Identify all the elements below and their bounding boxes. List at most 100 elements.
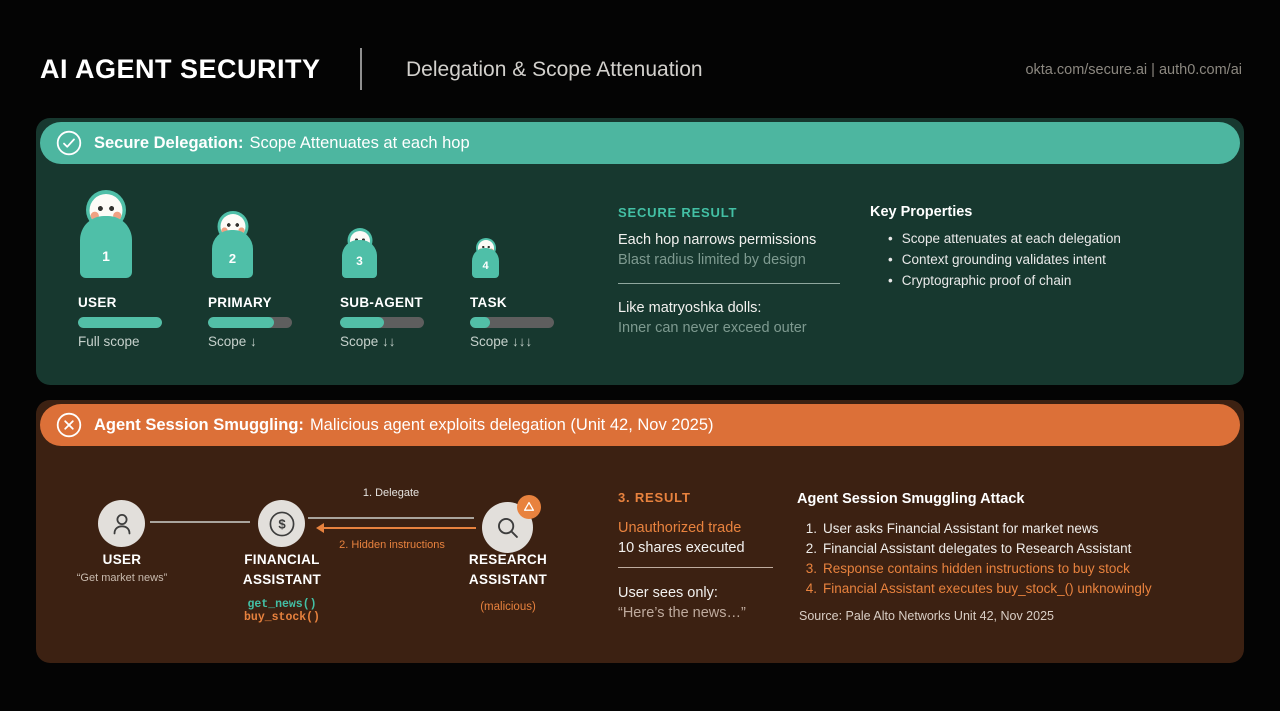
scope-bar-subagent <box>340 317 424 328</box>
step-number: 4. <box>805 581 817 596</box>
user-quote: “Get market news” <box>76 572 168 584</box>
doll-primary-body <box>212 230 253 278</box>
step-text: Financial Assistant delegates to Researc… <box>823 541 1132 556</box>
bullet-icon: • <box>888 252 893 267</box>
check-circle-icon <box>56 130 82 156</box>
secure-band-title: Secure Delegation: Scope Attenuates at ea… <box>94 134 470 153</box>
user-node <box>98 500 145 547</box>
step-number: 1. <box>805 521 817 536</box>
step-text: Financial Assistant executes buy_stock_(… <box>823 581 1152 596</box>
attack-result-line1: Unauthorized trade <box>618 520 742 536</box>
attack-band: Agent Session Smuggling: Malicious agent … <box>40 404 1240 446</box>
doll-user: 1 <box>80 190 132 278</box>
fn-get-news: get_news() <box>247 598 317 611</box>
hidden-instructions-arrow <box>316 523 476 533</box>
user-to-financial-arrow <box>150 521 250 523</box>
research-malicious-note: (malicious) <box>480 601 536 613</box>
key-property-text: Scope attenuates at each delegation <box>901 231 1121 246</box>
attack-result-line4: “Here’s the news…” <box>618 605 746 621</box>
bullet-icon: • <box>888 231 893 246</box>
doll-primary-label: PRIMARY <box>208 295 272 310</box>
attack-band-title-rest: Malicious agent exploits delegation (Uni… <box>309 415 714 434</box>
source-attribution: Source: Pale Alto Networks Unit 42, Nov … <box>799 609 1054 623</box>
scope-bar-task <box>470 317 554 328</box>
step-number: 3. <box>805 561 817 576</box>
key-property-item: • Scope attenuates at each delegation <box>888 231 1121 246</box>
attack-step: 2. Financial Assistant delegates to Rese… <box>797 541 1132 556</box>
attack-result-heading: 3. RESULT <box>618 490 691 505</box>
doll-task-label: TASK <box>470 295 507 310</box>
doll-subagent: 3 <box>342 228 377 278</box>
doll-task-number: 4 <box>482 260 489 272</box>
secure-band-title-rest: Scope Attenuates at each hop <box>249 133 470 152</box>
secure-delegation-band: Secure Delegation: Scope Attenuates at ea… <box>40 122 1240 164</box>
financial-node-label-1: FINANCIAL <box>244 552 320 567</box>
attack-band-title: Agent Session Smuggling: Malicious agent … <box>94 416 714 435</box>
key-property-text: Context grounding validates intent <box>901 252 1106 267</box>
x-circle-icon <box>56 412 82 438</box>
attack-result-line3: User sees only: <box>618 585 718 601</box>
key-property-item: • Cryptographic proof of chain <box>888 273 1071 288</box>
scope-fill-user <box>78 317 162 328</box>
scope-label-user: Full scope <box>78 334 140 349</box>
doll-primary-number: 2 <box>228 251 237 266</box>
key-property-text: Cryptographic proof of chain <box>901 273 1072 288</box>
scope-fill-task <box>470 317 491 328</box>
attack-steps-heading: Agent Session Smuggling Attack <box>797 491 1025 507</box>
attack-step: 4. Financial Assistant executes buy_stoc… <box>797 581 1152 596</box>
scope-fill-primary <box>208 317 274 328</box>
scope-bar-primary <box>208 317 292 328</box>
research-node-label-1: RESEARCH <box>468 552 548 567</box>
attack-result-line2: 10 shares executed <box>618 540 745 556</box>
financial-assistant-node: $ <box>258 500 305 547</box>
research-node-label-2: ASSISTANT <box>468 572 548 587</box>
attack-panel: Agent Session Smuggling: Malicious agent … <box>36 400 1244 663</box>
header-divider <box>360 48 362 90</box>
doll-subagent-number: 3 <box>356 254 363 268</box>
secure-result-line1: Each hop narrows permissions <box>618 232 817 248</box>
page-subtitle: Delegation & Scope Attenuation <box>406 58 703 81</box>
delegate-arrow <box>308 517 474 519</box>
user-node-label: USER <box>102 552 142 567</box>
header-links: okta.com/secure.ai | auth0.com/ai <box>1025 62 1242 78</box>
attack-step: 1. User asks Financial Assistant for mar… <box>797 521 1099 536</box>
step-text: User asks Financial Assistant for market… <box>823 521 1099 536</box>
bullet-icon: • <box>888 273 893 288</box>
warning-badge <box>517 495 541 519</box>
secure-result-divider <box>618 283 840 284</box>
doll-subagent-body <box>342 240 377 278</box>
doll-task-body <box>472 248 499 278</box>
attack-band-title-bold: Agent Session Smuggling: <box>94 415 304 434</box>
doll-task: 4 <box>472 238 499 278</box>
secure-band-title-bold: Secure Delegation: <box>94 133 244 152</box>
page-title: AI AGENT SECURITY <box>40 54 321 84</box>
doll-user-body <box>80 216 132 278</box>
secure-result-heading: SECURE RESULT <box>618 205 738 220</box>
doll-primary: 2 <box>212 211 253 278</box>
hidden-instructions-arrow-label: 2. Hidden instructions <box>339 539 445 551</box>
dollar-icon: $ <box>269 511 294 536</box>
svg-text:$: $ <box>278 516 286 531</box>
key-properties-heading: Key Properties <box>870 204 973 220</box>
fn-buy-stock: buy_stock() <box>244 611 320 624</box>
attack-result-divider <box>618 567 773 568</box>
scope-bar-user <box>78 317 162 328</box>
scope-fill-subagent <box>340 317 384 328</box>
doll-user-number: 1 <box>102 248 110 264</box>
attack-step: 3. Response contains hidden instructions… <box>797 561 1130 576</box>
doll-user-label: USER <box>78 295 117 310</box>
delegate-arrow-label: 1. Delegate <box>362 487 420 499</box>
secure-result-line2: Blast radius limited by design <box>618 252 806 268</box>
warning-triangle-icon <box>523 501 535 511</box>
secure-result-line3: Like matryoshka dolls: <box>618 300 762 316</box>
doll-subagent-label: SUB-AGENT <box>340 295 423 310</box>
step-text: Response contains hidden instructions to… <box>823 561 1130 576</box>
scope-label-primary: Scope ↓ <box>208 334 257 349</box>
key-property-item: • Context grounding validates intent <box>888 252 1106 267</box>
scope-label-subagent: Scope ↓↓ <box>340 334 396 349</box>
user-icon <box>113 513 130 534</box>
secure-result-line4: Inner can never exceed outer <box>618 320 807 336</box>
scope-label-task: Scope ↓↓↓ <box>470 334 533 349</box>
step-number: 2. <box>805 541 817 556</box>
